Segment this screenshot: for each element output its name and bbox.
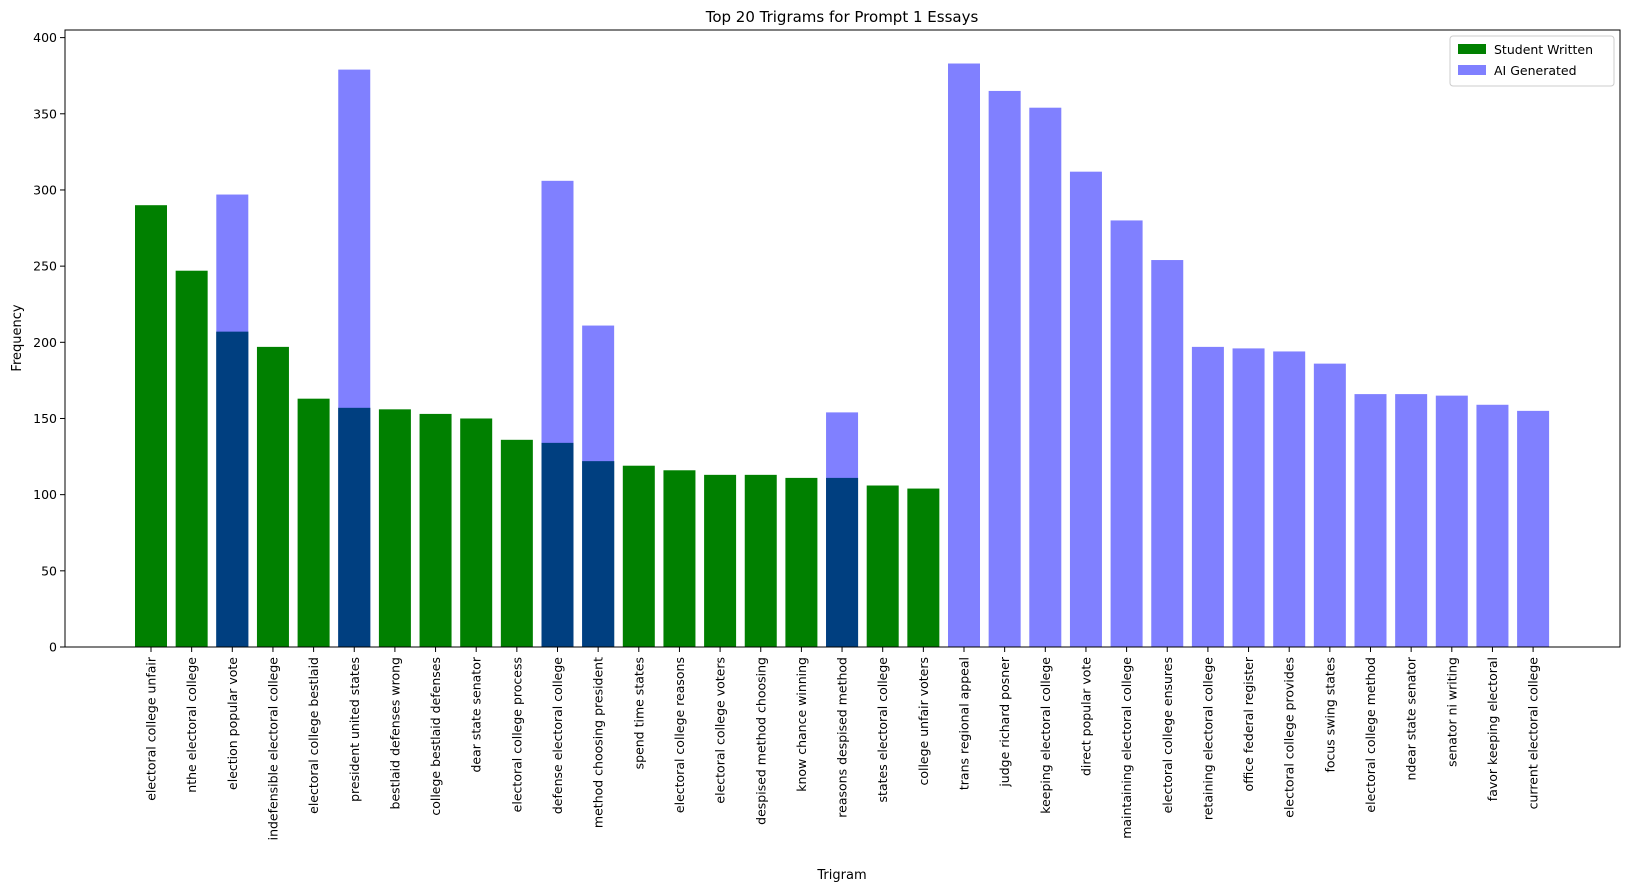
- x-tick-label: ndear state senator: [1404, 656, 1419, 780]
- x-tick-label: retaining electoral college: [1200, 657, 1215, 820]
- y-axis: 0 50 100 150 200 250 300 350 400: [33, 30, 65, 655]
- y-tick-label: 200: [33, 335, 57, 350]
- bar-student-written: [663, 470, 696, 647]
- legend-label: Student Written: [1494, 42, 1593, 57]
- chart-title: Top 20 Trigrams for Prompt 1 Essays: [705, 8, 979, 26]
- x-tick-label: office federal register: [1241, 656, 1256, 791]
- bar-overlap: [582, 461, 615, 647]
- bar-overlap: [216, 331, 249, 647]
- x-tick-label: method choosing president: [591, 657, 606, 828]
- x-tick-label: election popular vote: [225, 657, 240, 790]
- bar-student-written: [175, 270, 208, 647]
- bar-ai-generated: [1435, 395, 1468, 647]
- bar-student-written: [419, 413, 452, 647]
- bar-ai-generated: [1517, 410, 1550, 647]
- bar-ai-generated: [1232, 348, 1265, 647]
- bar-student-written: [297, 398, 330, 647]
- bar-ai-generated: [1191, 346, 1224, 647]
- bar-student-written: [622, 465, 655, 647]
- x-tick-label: college bestlaid defenses: [428, 657, 443, 816]
- bar-student-written: [704, 474, 737, 647]
- bars-layer: [135, 63, 1550, 648]
- x-axis-label: Trigram: [816, 868, 866, 883]
- bar-ai-generated: [1069, 171, 1102, 647]
- y-tick-label: 300: [33, 182, 57, 197]
- x-tick-label: electoral college bestlaid: [306, 657, 321, 814]
- bar-student-written: [907, 488, 940, 647]
- x-tick-label: judge richard posner: [997, 656, 1012, 788]
- y-tick-label: 0: [49, 640, 57, 655]
- bar-overlap: [338, 407, 371, 647]
- x-tick-label: bestlaid defenses wrong: [387, 657, 402, 809]
- x-tick-label: electoral college unfair: [144, 656, 159, 801]
- x-tick-label: despised method choosing: [753, 657, 768, 825]
- x-tick-label: electoral college voters: [713, 657, 728, 804]
- bar-student-written: [866, 485, 899, 647]
- bar-student-written: [460, 418, 493, 647]
- bar-student-written: [785, 477, 818, 647]
- bar-overlap: [541, 442, 574, 647]
- bar-ai-generated: [1110, 220, 1143, 647]
- x-tick-label: states electoral college: [875, 657, 890, 803]
- bar-student-written: [744, 474, 777, 647]
- x-tick-label: reasons despised method: [835, 657, 850, 818]
- x-tick-label: nthe electoral college: [184, 657, 199, 793]
- x-tick-label: defense electoral college: [550, 657, 565, 814]
- y-tick-label: 350: [33, 106, 57, 121]
- legend-swatch: [1458, 65, 1486, 75]
- y-tick-label: 250: [33, 259, 57, 274]
- x-tick-label: dear state senator: [469, 656, 484, 772]
- x-tick-label: keeping electoral college: [1038, 657, 1053, 814]
- y-tick-label: 50: [41, 563, 57, 578]
- x-tick-label: senator ni writing: [1444, 657, 1459, 767]
- y-tick-label: 100: [33, 487, 57, 502]
- legend-box: [1449, 35, 1615, 87]
- bar-overlap: [826, 477, 859, 647]
- bar-ai-generated: [1273, 351, 1306, 647]
- legend-label: AI Generated: [1494, 63, 1577, 78]
- x-tick-label: maintaining electoral college: [1119, 657, 1134, 839]
- x-axis: electoral college unfair nthe electoral c…: [144, 647, 1541, 840]
- x-tick-label: president united states: [347, 657, 362, 802]
- x-tick-label: trans regional appeal: [957, 657, 972, 790]
- bar-ai-generated: [948, 63, 980, 647]
- legend-swatch: [1458, 44, 1486, 54]
- bar-ai-generated: [1029, 107, 1062, 648]
- x-tick-label: college unfair voters: [916, 657, 931, 786]
- bar-ai-generated: [1395, 394, 1428, 647]
- x-tick-label: direct popular vote: [1078, 657, 1093, 776]
- bar-student-written: [135, 205, 167, 648]
- x-tick-label: focus swing states: [1322, 657, 1337, 773]
- bar-ai-generated: [1151, 260, 1184, 647]
- bar-ai-generated: [1313, 363, 1346, 647]
- y-tick-label: 400: [33, 30, 57, 45]
- bar-student-written: [256, 346, 289, 647]
- x-tick-label: electoral college reasons: [672, 657, 687, 813]
- x-tick-label: electoral college ensures: [1160, 657, 1175, 813]
- bar-ai-generated: [1476, 404, 1509, 647]
- x-tick-label: know chance winning: [794, 657, 809, 792]
- x-tick-label: indefensible electoral college: [265, 657, 280, 841]
- x-tick-label: electoral college provides: [1282, 657, 1297, 818]
- x-tick-label: spend time states: [631, 657, 646, 769]
- x-tick-label: electoral college process: [509, 657, 524, 812]
- bar-student-written: [500, 439, 533, 647]
- y-tick-label: 150: [33, 411, 57, 426]
- x-tick-label: favor keeping electoral: [1485, 657, 1500, 801]
- y-axis-label: Frequency: [10, 304, 25, 371]
- bar-student-written: [378, 409, 411, 647]
- x-tick-label: current electoral college: [1526, 657, 1541, 810]
- bar-ai-generated: [988, 90, 1021, 647]
- legend: Student Written AI Generated: [1449, 35, 1615, 87]
- bar-ai-generated: [1354, 394, 1387, 647]
- x-tick-label: electoral college method: [1363, 657, 1378, 813]
